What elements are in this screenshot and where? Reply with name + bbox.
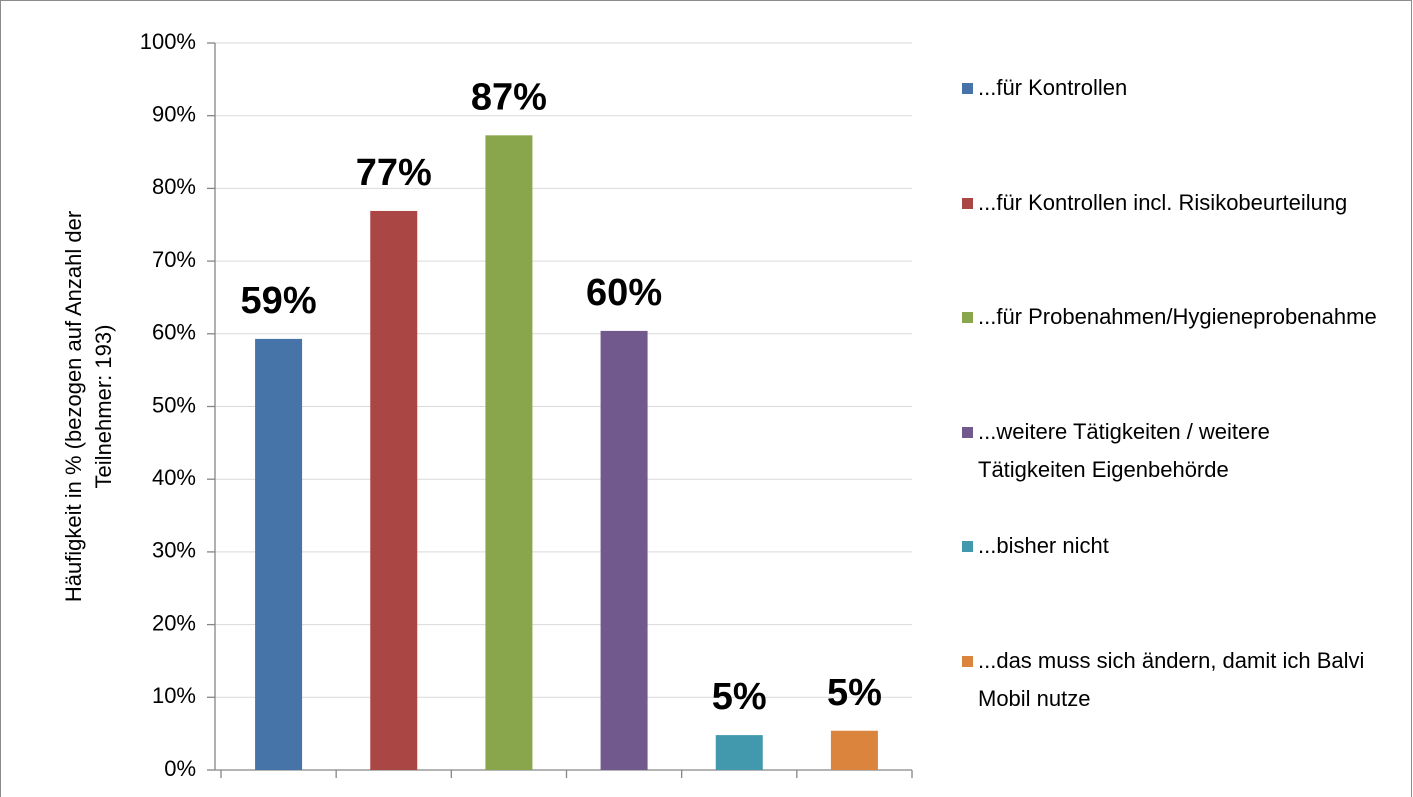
data-label: 5% [827, 672, 882, 714]
legend-swatch [962, 656, 973, 667]
legend-label: ...für Kontrollen incl. Risikobeurteilun… [978, 189, 1348, 215]
y-tick-label: 0% [164, 756, 196, 781]
bar [830, 730, 878, 770]
legend-entry: ...für Probenahmen/Hygieneprobenahme [958, 298, 1378, 336]
legend-entry: ...bisher nicht [958, 527, 1378, 565]
legend-entry: ...das muss sich ändern, damit ich Balvi… [958, 642, 1378, 718]
y-tick-label: 30% [152, 538, 196, 563]
data-label: 59% [241, 280, 317, 322]
y-tick-label: 90% [152, 102, 196, 127]
y-tick-label: 100% [140, 29, 196, 54]
data-label: 87% [471, 76, 547, 118]
legend-label: ...für Probenahmen/Hygieneprobenahme [978, 304, 1377, 330]
y-tick-label: 70% [152, 247, 196, 272]
legend-swatch [962, 541, 973, 553]
bar [255, 338, 303, 770]
legend-label: ...das muss sich ändern, damit ich Balvi… [978, 648, 1365, 711]
y-tick-label: 20% [152, 610, 196, 635]
legend-swatch [962, 197, 973, 209]
legend-label: ...weitere Tätigkeiten / weitere Tätigke… [978, 418, 1270, 482]
legend-label: ...für Kontrollen [978, 75, 1128, 100]
y-tick-label: 50% [152, 392, 196, 417]
y-tick-label: 40% [152, 465, 196, 490]
bar [485, 135, 533, 771]
legend-swatch [962, 312, 973, 324]
y-axis-label-line: Häufigkeit in % (bezogen auf Anzahl der [61, 211, 86, 602]
bar [600, 330, 648, 770]
data-label: 60% [586, 272, 662, 314]
bar [370, 210, 418, 770]
y-tick-label: 10% [152, 683, 196, 708]
y-axis-label: Häufigkeit in % (bezogen auf Anzahl der T… [61, 211, 116, 602]
y-tick-label: 80% [152, 174, 196, 199]
bar [715, 735, 763, 770]
y-axis-label-line: Teilnehmer: 193) [91, 325, 116, 489]
y-tick-label: 60% [152, 320, 196, 345]
legend-label: ...bisher nicht [978, 533, 1109, 559]
legend-swatch [962, 426, 973, 438]
legend-entry: ...für Kontrollen [958, 69, 1378, 107]
data-label: 77% [356, 152, 432, 194]
legend-entry: ...weitere Tätigkeiten / weitere Tätigke… [958, 413, 1378, 489]
legend-swatch [962, 83, 973, 94]
legend-entry: ...für Kontrollen incl. Risikobeurteilun… [958, 184, 1378, 222]
data-label: 5% [712, 676, 767, 718]
